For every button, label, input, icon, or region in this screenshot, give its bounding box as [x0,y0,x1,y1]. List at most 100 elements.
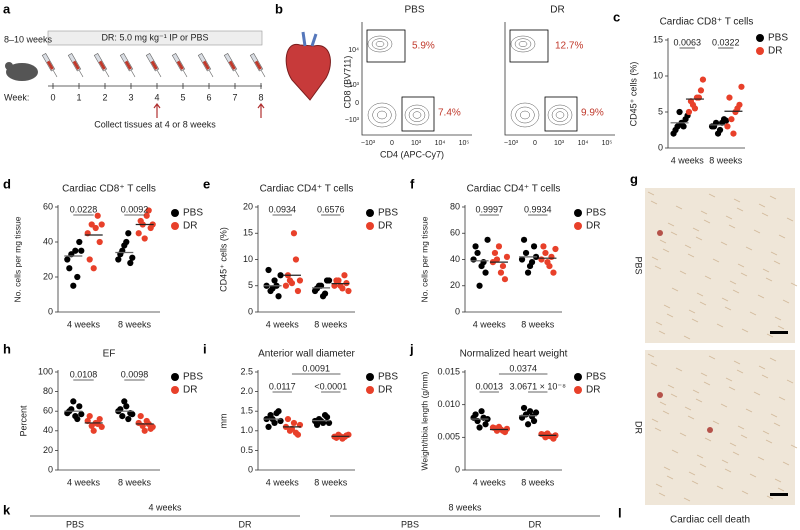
group-label: 8 weeks [448,502,482,512]
y-axis-title: Weight/tibia length (g/mm) [419,371,429,470]
data-point [273,410,280,417]
data-point [728,116,735,123]
data-point [501,276,509,283]
week-number: 8 [258,92,263,102]
legend-label: DR [586,385,600,396]
x-tick-label: 4 weeks [266,477,300,487]
week-label: Week: [4,92,29,102]
legend-marker [574,386,582,394]
data-point [321,412,329,419]
fiber-speck [770,251,778,256]
data-point [726,94,733,101]
data-point [78,411,85,418]
fiber-speck [724,468,732,473]
data-point [493,256,501,263]
fiber-speck [773,260,781,265]
fiber-speck [774,316,782,321]
data-point [476,424,483,431]
fiber-speck [663,466,671,471]
contour [510,102,540,128]
fiber-speck [667,384,675,389]
panel-letter: i [203,341,207,356]
legend-marker [171,209,179,217]
y-tick-label: 0 [48,306,53,316]
y-axis-title: Percent [18,405,28,437]
y-tick-label: 5 [658,106,663,116]
data-point [480,259,487,266]
flow-plots: PBS 5.9% 7.4% −10³ 0 10³ 10⁴ 10⁵ 10⁴ 10³ 0 −10³ DR 12… [345,5,615,147]
fiber-speck [704,437,712,442]
fiber-speck [666,313,674,318]
fiber-speck [695,398,703,403]
fiber-speck [679,270,687,275]
data-point [676,108,683,116]
fiber-speck [778,396,786,401]
data-point [149,423,156,430]
condition-label: PBS [66,519,84,529]
gate-percent: 12.7% [555,41,583,52]
y-tick-label: 0.005 [437,432,460,442]
data-point [524,269,532,276]
data-point [115,256,122,263]
fiber-speck [769,357,777,362]
data-point [474,249,481,257]
legend-marker [366,386,374,394]
x-tick-label: 10⁴ [578,140,589,147]
x-tick-label: 8 weeks [314,477,348,487]
fiber-speck [684,244,692,249]
y-tick-label: 0 [48,464,53,474]
p-value: <0.0001 [314,381,347,391]
fiber-speck [736,207,744,212]
fiber-speck [708,193,716,198]
gate [544,96,578,132]
legend-marker [366,209,374,217]
gate [401,96,435,132]
data-point [129,254,136,261]
gate [366,29,406,63]
data-point [495,423,503,430]
data-point [528,413,536,420]
fiber-speck [658,330,666,335]
data-point [74,415,81,423]
week-number: 3 [128,92,133,102]
chart-title: Cardiac CD4⁺ T cells [467,184,561,195]
fiber-speck [733,360,741,365]
panel-letter: b [275,1,283,16]
contour [375,41,385,47]
data-point [722,117,730,124]
gate-percent: 7.4% [438,108,461,119]
fiber-speck [651,418,659,423]
stained-cell [657,230,663,236]
data-point [290,419,298,427]
data-point [145,207,152,214]
chart-title: Normalized heart weight [460,349,568,360]
contour [551,108,569,122]
data-point [345,431,352,438]
data-point [282,282,290,289]
data-point [685,108,693,116]
collect-label: Collect tissues at 4 or 8 weeks [94,119,216,129]
data-point [528,259,536,266]
legend-label: PBS [183,208,203,219]
y-tick-label: 5 [248,280,253,290]
p-value: 0.0013 [475,381,503,391]
fiber-speck [688,471,696,476]
heart-vessels [301,31,318,47]
y-tick-label: 20 [43,271,53,281]
data-point [724,123,731,130]
fiber-speck [766,333,774,338]
week-number: 0 [50,92,55,102]
fiber-speck [691,480,699,485]
needle [52,69,58,78]
data-point [734,105,741,112]
legend-marker [574,222,582,230]
fiber-speck [692,389,700,394]
data-point [125,415,132,423]
syringe-fluid [72,60,80,70]
data-point [313,421,321,429]
legend-label: PBS [586,372,606,383]
data-point [294,287,302,295]
data-point [530,243,538,250]
fiber-speck [762,430,770,435]
fiber-speck [662,410,670,415]
